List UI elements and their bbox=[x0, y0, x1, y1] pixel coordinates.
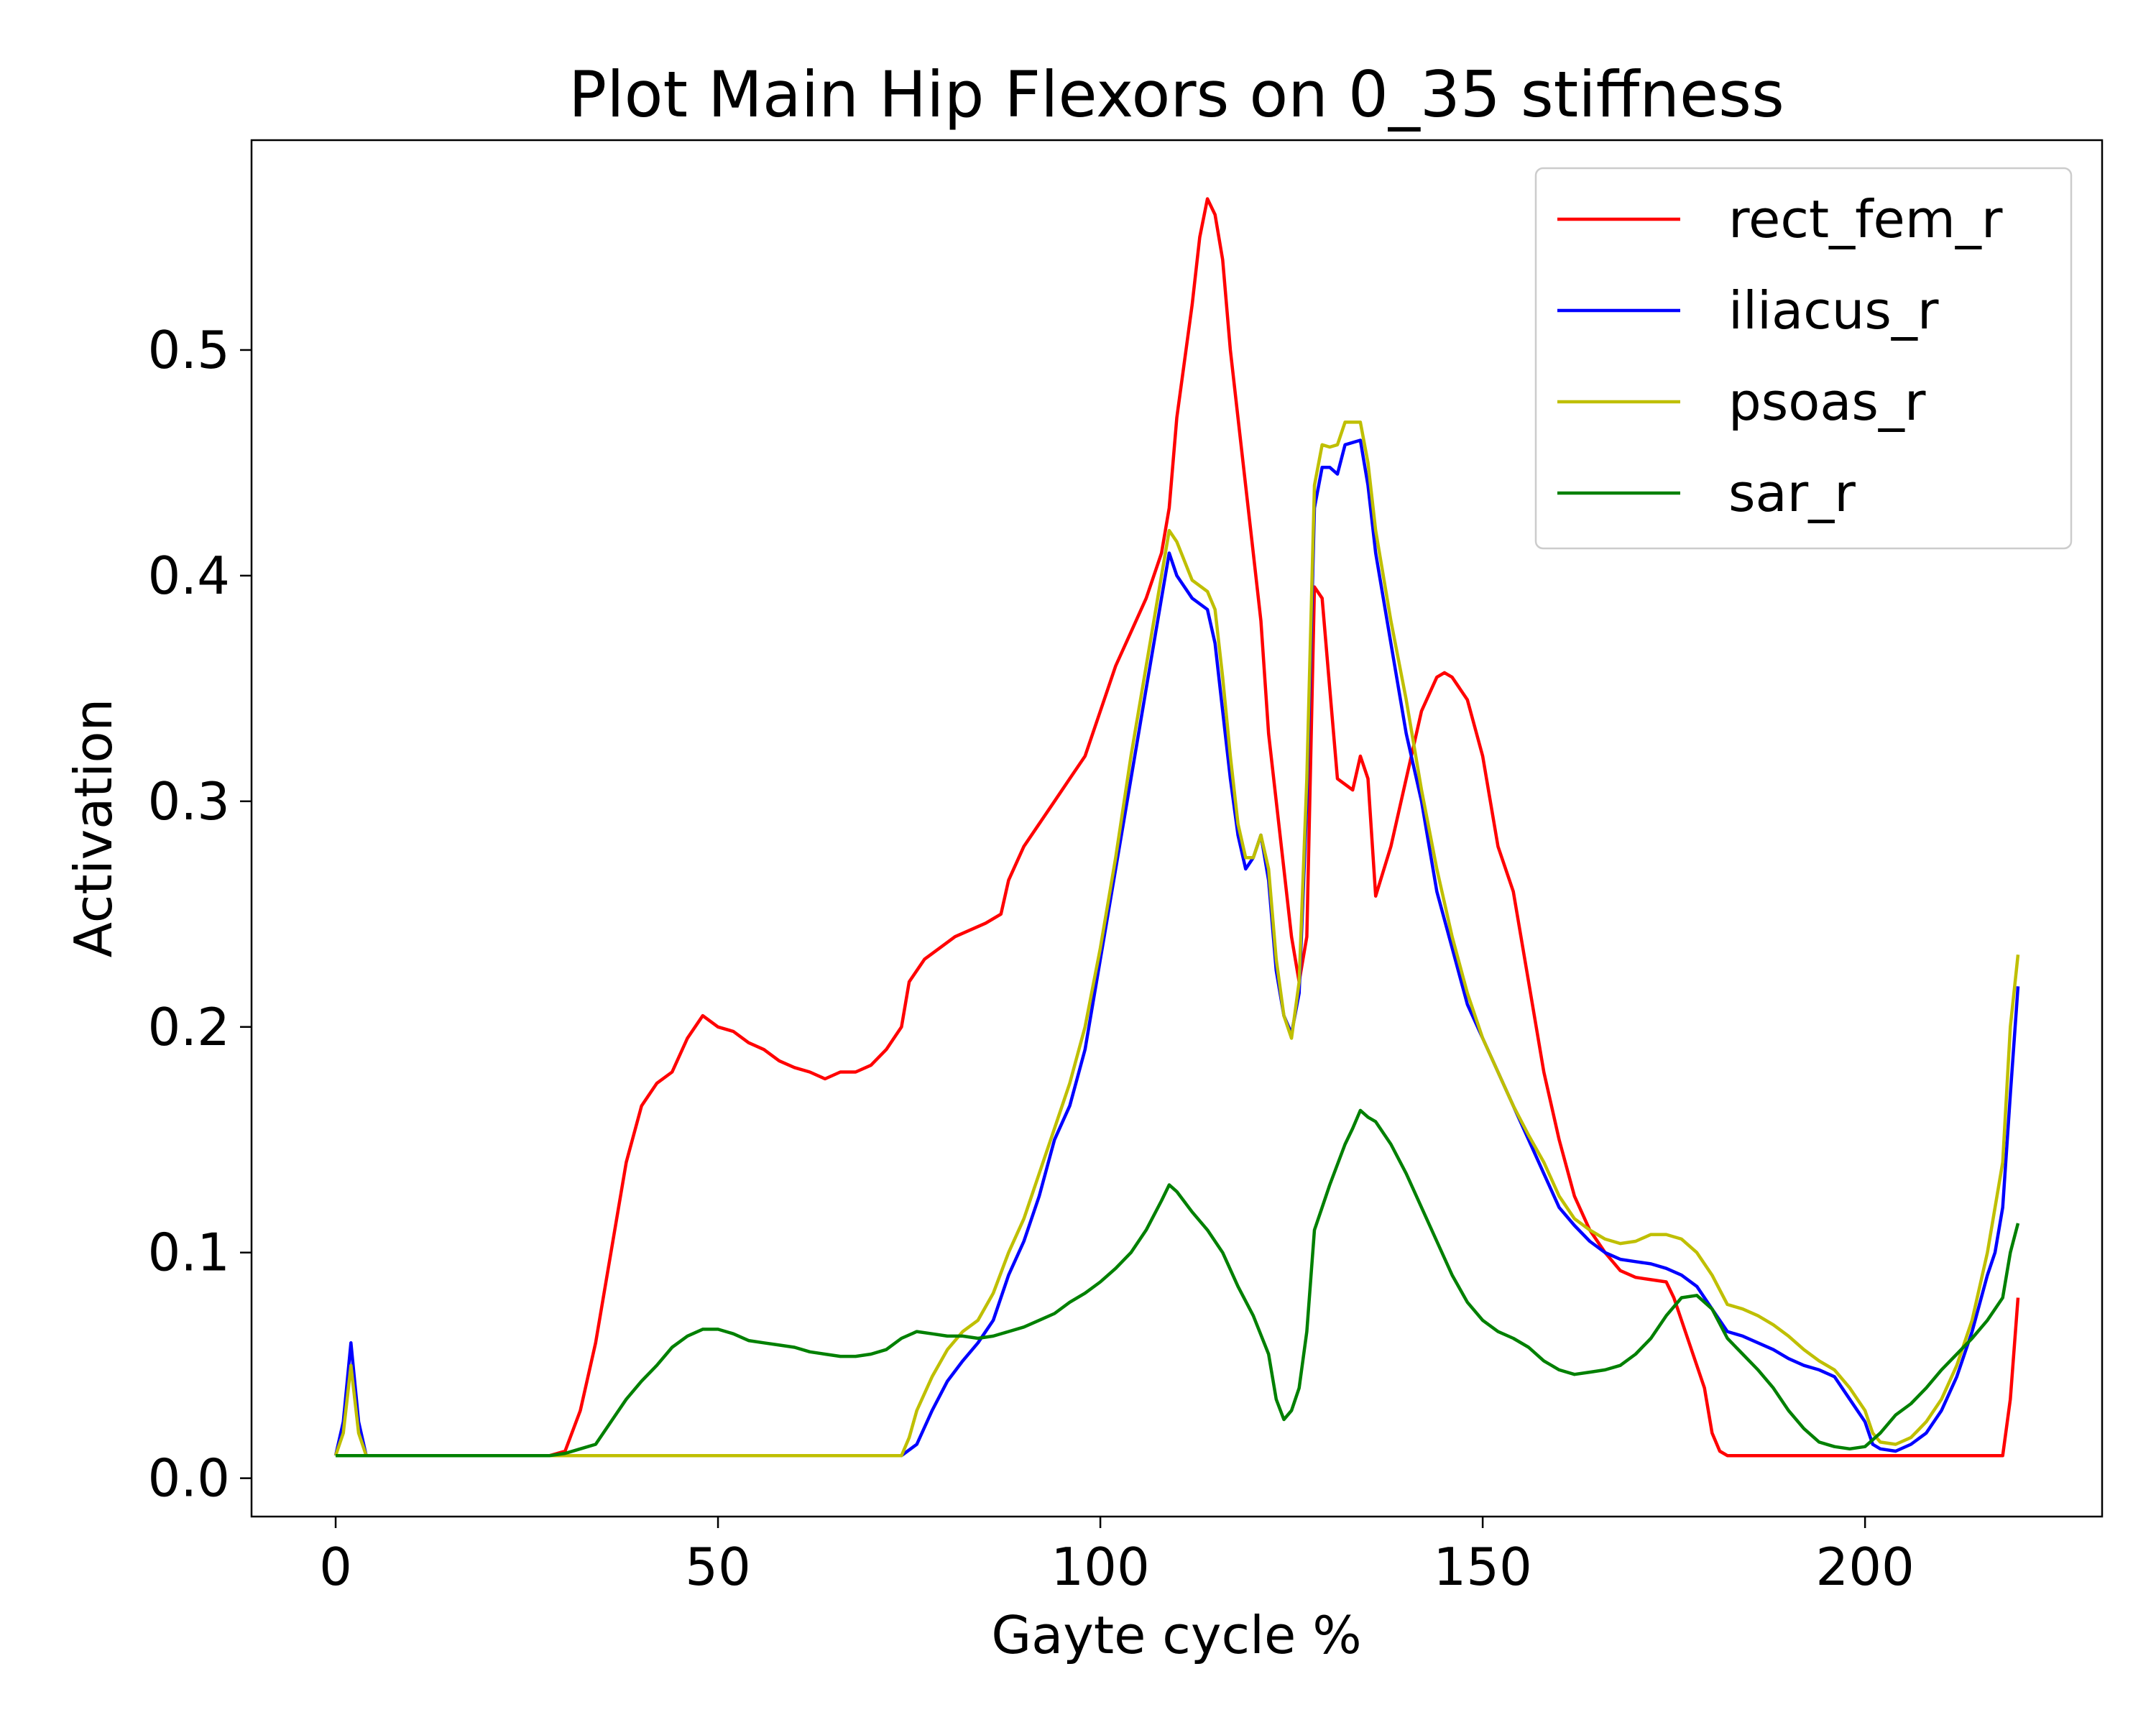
y-tick-label: 0.1 bbox=[147, 1223, 230, 1283]
legend: rect_fem_r iliacus_r psoas_r sar_r bbox=[1534, 167, 2073, 550]
y-axis-ticks: 0.0 0.1 0.2 0.3 0.4 0.5 bbox=[147, 320, 252, 1509]
legend-label-sar_r: sar_r bbox=[1728, 463, 1856, 523]
plot-frame bbox=[250, 139, 2104, 1518]
x-tick-label: 50 bbox=[685, 1537, 751, 1597]
series-line-rect_fem_r bbox=[336, 197, 2020, 1458]
legend-box bbox=[1534, 167, 2073, 550]
x-axis-label: Gayte cycle % bbox=[991, 1605, 1361, 1665]
x-tick-label: 150 bbox=[1433, 1537, 1531, 1597]
x-axis-ticks: 0 50 100 150 200 bbox=[319, 1517, 1915, 1597]
legend-label-rect_fem_r: rect_fem_r bbox=[1728, 189, 2003, 249]
y-tick-label: 0.4 bbox=[147, 546, 230, 606]
series-line-psoas_r bbox=[333, 420, 2020, 1458]
y-tick-label: 0.2 bbox=[147, 997, 230, 1057]
legend-label-psoas_r: psoas_r bbox=[1728, 372, 1926, 432]
legend-label-iliacus_r: iliacus_r bbox=[1728, 280, 1939, 341]
y-tick-label: 0.0 bbox=[147, 1448, 230, 1509]
chart-title: Plot Main Hip Flexors on 0_35 stiffness bbox=[568, 58, 1784, 132]
x-tick-label: 100 bbox=[1051, 1537, 1149, 1597]
y-tick-label: 0.5 bbox=[147, 320, 230, 380]
series-line-sar_r bbox=[336, 1108, 2020, 1458]
y-axis-label: Activation bbox=[63, 699, 124, 957]
x-tick-label: 200 bbox=[1815, 1537, 1914, 1597]
y-tick-label: 0.3 bbox=[147, 771, 230, 832]
x-tick-label: 0 bbox=[319, 1537, 352, 1597]
series-layer bbox=[333, 197, 2020, 1458]
series-line-iliacus_r bbox=[333, 438, 2020, 1458]
